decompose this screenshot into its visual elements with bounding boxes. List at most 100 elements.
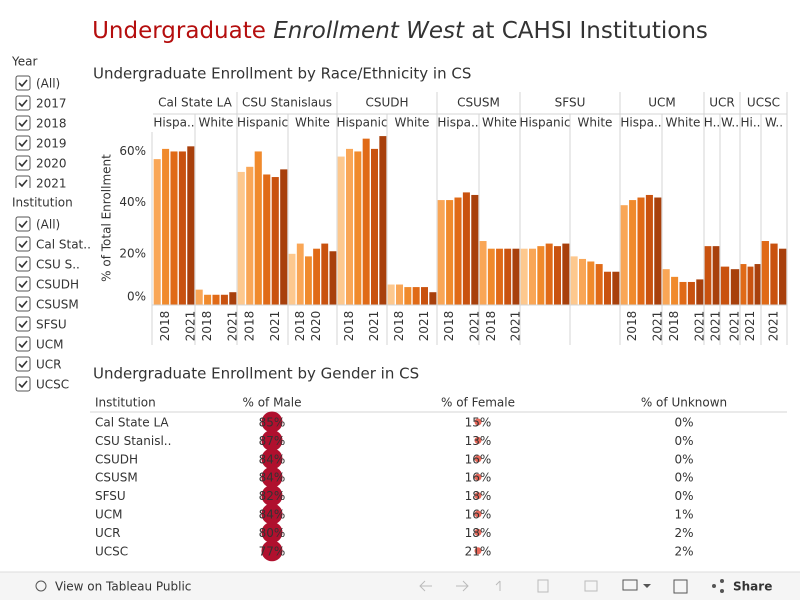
filter-option[interactable]: CSU S.. [36, 258, 80, 272]
subgroup-header: White [395, 116, 430, 130]
checkmark [18, 360, 28, 369]
filter-option[interactable]: 2021 [36, 177, 67, 191]
gender-table: Institution % of Male % of Female % of Unkn… [90, 396, 787, 562]
filter-item[interactable]: SFSU [15, 316, 67, 332]
checkbox[interactable] [15, 115, 31, 131]
x-tick-label: 2021 [767, 311, 781, 342]
bar [604, 271, 611, 305]
bar [496, 248, 503, 305]
checkbox[interactable] [15, 155, 31, 171]
table-cell: 1% [674, 508, 693, 522]
table-cell: 0% [674, 452, 693, 466]
x-tick-label: 2021 [268, 311, 282, 342]
share-button[interactable]: Share [712, 579, 772, 594]
filter-item[interactable]: UCSC [15, 376, 69, 392]
filter-item[interactable]: CSUSM [15, 296, 79, 312]
checkbox[interactable] [15, 296, 31, 312]
subgroup-header: W.. [765, 116, 783, 130]
bar [720, 266, 730, 305]
bar [747, 266, 754, 305]
table-cell: 84% [259, 508, 286, 522]
checkbox[interactable] [15, 216, 31, 232]
bar [754, 264, 761, 305]
checkbox[interactable] [15, 95, 31, 111]
checkmark [18, 240, 28, 249]
table-cell: 21% [465, 544, 492, 558]
x-tick-label: 2020 [309, 311, 323, 342]
view-button[interactable]: View on Tableau Public [35, 580, 191, 594]
filter-item[interactable]: (All) [15, 75, 60, 91]
bar [288, 253, 296, 305]
share-label[interactable]: Share [733, 580, 772, 594]
dashboard-title: Undergraduate Enrollment West at CAHSI I… [92, 18, 708, 44]
filter-item[interactable]: 2017 [15, 95, 67, 111]
view-link[interactable]: View on Tableau Public [55, 580, 191, 594]
filter-option[interactable]: (All) [36, 77, 60, 91]
x-tick-label: 2018 [392, 311, 406, 342]
bar [462, 192, 470, 305]
checkbox[interactable] [15, 175, 31, 190]
filter-option[interactable]: UCM [36, 338, 64, 352]
table-cell: 0% [674, 416, 693, 430]
filter-option[interactable]: UCSC [36, 378, 69, 392]
filter-option[interactable]: 2018 [36, 117, 67, 131]
filter-option[interactable]: 2017 [36, 97, 67, 111]
checkbox[interactable] [15, 135, 31, 151]
filter-option[interactable]: Cal Stat.. [36, 238, 91, 252]
checkbox[interactable] [15, 75, 31, 91]
bar [204, 294, 212, 305]
pause-icon[interactable] [584, 580, 598, 592]
bar [187, 146, 195, 305]
bar [512, 248, 520, 305]
filter-option[interactable]: SFSU [36, 318, 67, 332]
checkbox[interactable] [15, 376, 31, 392]
undo-icon[interactable] [419, 580, 432, 592]
group-header: UCSC [747, 96, 780, 110]
y-tick-label: 0% [127, 290, 146, 304]
download-arrow[interactable] [643, 584, 651, 588]
filter-item[interactable]: Cal Stat.. [15, 236, 91, 252]
filter-item[interactable]: 2019 [15, 135, 67, 151]
fullscreen-icon[interactable] [673, 579, 688, 594]
filter-item[interactable]: (All) [15, 216, 60, 232]
checkbox[interactable] [15, 256, 31, 272]
bar [337, 156, 345, 305]
male-circle [261, 521, 283, 543]
checkbox[interactable] [15, 356, 31, 372]
filter-option[interactable]: CSUDH [36, 278, 79, 292]
filter-item[interactable]: CSU S.. [15, 256, 80, 272]
table-cell: Cal State LA [95, 416, 169, 430]
filter-option[interactable]: (All) [36, 218, 60, 232]
bar [730, 269, 740, 305]
filter-item[interactable]: 2021 [15, 175, 67, 191]
refresh-icon[interactable] [537, 579, 549, 593]
filter-option[interactable]: UCR [36, 358, 62, 372]
group-header: Cal State LA [158, 96, 232, 110]
filter-option[interactable]: 2020 [36, 157, 67, 171]
filter-option[interactable]: CSUSM [36, 298, 79, 312]
redo-icon[interactable] [456, 580, 469, 592]
bar [170, 151, 178, 305]
filter-item[interactable]: 2020 [15, 155, 67, 171]
filter-title: Institution [12, 196, 73, 210]
revert-icon[interactable] [495, 580, 501, 591]
filter-item[interactable]: UCM [15, 336, 64, 352]
bar [740, 264, 747, 305]
filter-item[interactable]: 2018 [15, 115, 67, 131]
filter-item[interactable]: CSUDH [15, 276, 79, 292]
checkmark [18, 179, 28, 188]
x-tick-label: 2021 [508, 311, 522, 342]
bar [412, 287, 420, 305]
checkbox[interactable] [15, 336, 31, 352]
checkbox[interactable] [15, 276, 31, 292]
bar [429, 292, 437, 305]
checkmark [18, 159, 28, 168]
table-cell: 80% [259, 526, 286, 540]
checkbox[interactable] [15, 236, 31, 252]
table-cell: 18% [465, 489, 492, 503]
download-icon[interactable] [622, 579, 638, 591]
checkbox[interactable] [15, 316, 31, 332]
bar [263, 174, 271, 305]
filter-option[interactable]: 2019 [36, 137, 67, 151]
filter-item[interactable]: UCR [15, 356, 62, 372]
